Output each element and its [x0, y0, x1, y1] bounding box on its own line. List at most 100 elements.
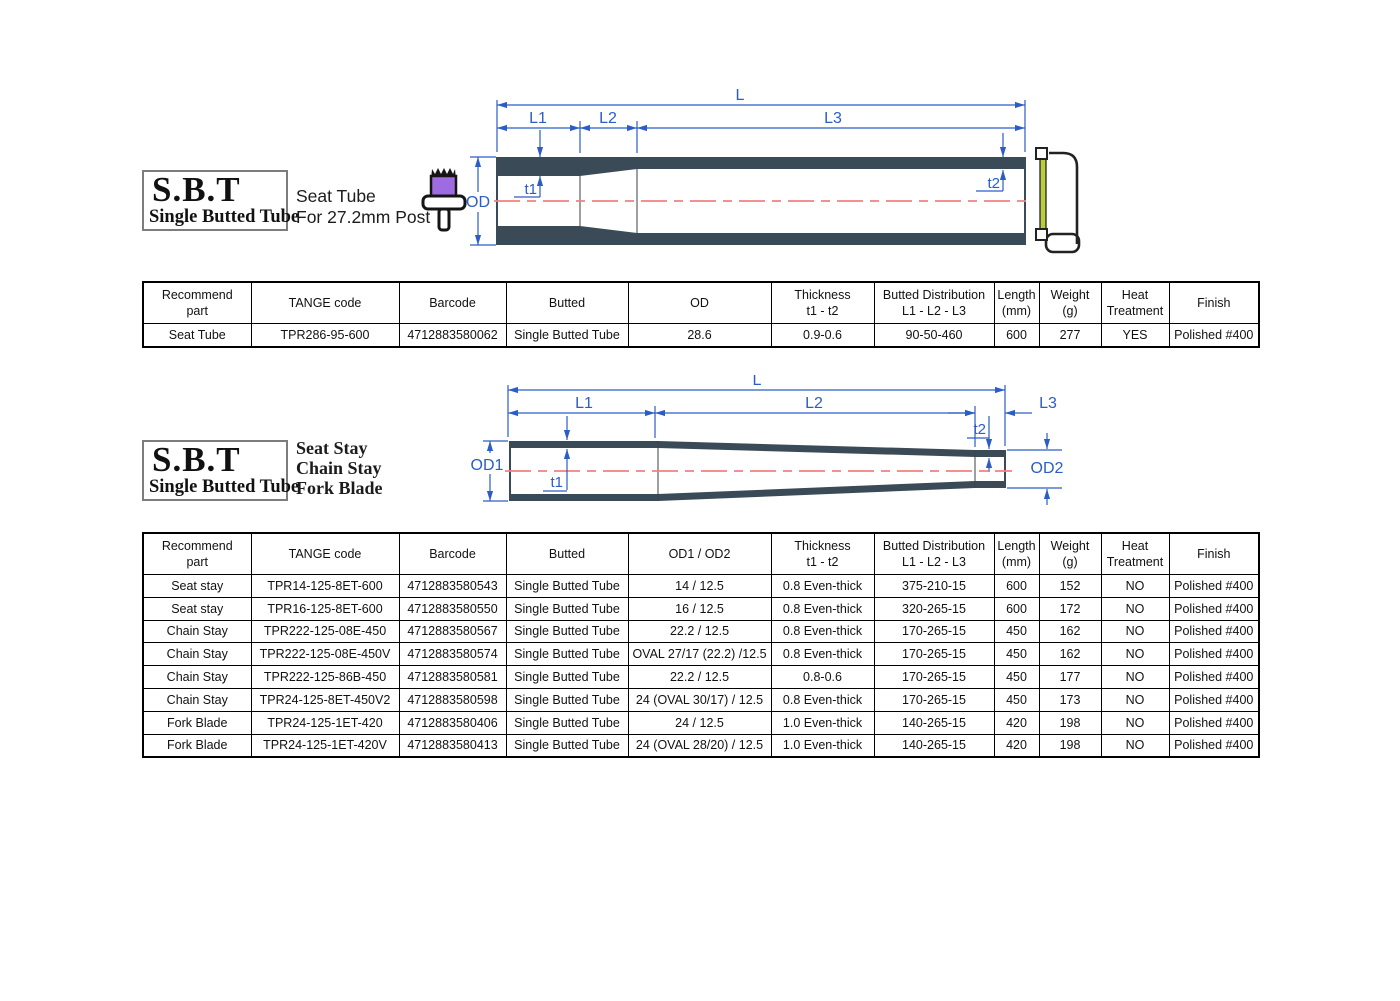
column-header: Length (mm) — [993, 281, 1040, 324]
table-row: Chain Stay TPR24-125-8ET-450V2 47128835805… — [142, 687, 1260, 712]
badge-subtitle: Single Butted Tube — [149, 477, 300, 497]
table-cell: Single Butted Tube — [505, 596, 629, 621]
table-cell: YES — [1100, 322, 1170, 348]
table-cell: 162 — [1038, 642, 1102, 667]
table-cell: Chain Stay — [142, 665, 252, 689]
table-cell: Fork Blade — [142, 710, 252, 735]
column-header: OD — [627, 281, 772, 324]
table-cell: 198 — [1038, 710, 1102, 735]
table-cell: Polished #400 — [1168, 642, 1260, 667]
sbt-badge-1: S.B.T Single Butted Tube — [142, 170, 300, 231]
table-cell: 600 — [993, 574, 1040, 598]
table-cell: TPR222-125-86B-450 — [250, 665, 400, 689]
dim-label-OD1: OD1 — [471, 457, 504, 474]
table-row: Chain Stay TPR222-125-08E-450V 47128835805… — [142, 642, 1260, 667]
column-header: Finish — [1168, 532, 1260, 575]
table-cell: 140-265-15 — [873, 733, 995, 758]
dim-label-L1: L1 — [529, 110, 547, 127]
table-cell: 170-265-15 — [873, 619, 995, 644]
dim-label-t2: t2 — [987, 175, 1000, 192]
table-cell: Chain Stay — [142, 687, 252, 712]
table-cell: 0.8 Even-thick — [770, 574, 875, 598]
dim-label-t1: t1 — [550, 474, 563, 491]
column-header: Thickness t1 - t2 — [770, 532, 875, 575]
table-cell: Seat stay — [142, 574, 252, 598]
table-cell: 4712883580581 — [398, 665, 507, 689]
table-cell: 375-210-15 — [873, 574, 995, 598]
table-cell: 277 — [1038, 322, 1102, 348]
table-cell: 0.8 Even-thick — [770, 642, 875, 667]
column-header: Recommend part — [142, 532, 252, 575]
table-cell: Single Butted Tube — [505, 322, 629, 348]
caption-line: Seat Tube — [296, 186, 376, 206]
table-cell: TPR222-125-08E-450 — [250, 619, 400, 644]
table-cell: 0.8-0.6 — [770, 665, 875, 689]
table-cell: 320-265-15 — [873, 596, 995, 621]
table-cell: 24 / 12.5 — [627, 710, 772, 735]
dimension-lines — [483, 385, 1062, 505]
dim-label-L1: L1 — [575, 395, 593, 412]
table-cell: Single Butted Tube — [505, 619, 629, 644]
table-cell: 152 — [1038, 574, 1102, 598]
table-cell: NO — [1100, 574, 1170, 598]
table-cell: 4712883580406 — [398, 710, 507, 735]
dim-label-L3: L3 — [1039, 395, 1057, 412]
table-cell: 420 — [993, 710, 1040, 735]
table-cell: 4712883580574 — [398, 642, 507, 667]
caption-line: Seat Stay — [296, 438, 368, 458]
table-cell: 600 — [993, 322, 1040, 348]
column-header: Butted Distribution L1 - L2 - L3 — [873, 281, 995, 324]
column-header: Thickness t1 - t2 — [770, 281, 875, 324]
table-cell: Seat Tube — [142, 322, 252, 348]
table-cell: Polished #400 — [1168, 574, 1260, 598]
table-row: Chain Stay TPR222-125-08E-450 471288358056… — [142, 619, 1260, 644]
table-cell: NO — [1100, 710, 1170, 735]
table-cell: Single Butted Tube — [505, 733, 629, 758]
table-cell: 4712883580413 — [398, 733, 507, 758]
caption-line: Fork Blade — [296, 478, 383, 498]
table-cell: 0.8 Even-thick — [770, 596, 875, 621]
table-cell: Polished #400 — [1168, 619, 1260, 644]
table-cell: 4712883580567 — [398, 619, 507, 644]
table-cell: 450 — [993, 642, 1040, 667]
dim-label-L: L — [736, 87, 745, 104]
table-cell: Polished #400 — [1168, 596, 1260, 621]
table-cell: OVAL 27/17 (22.2) /12.5 — [627, 642, 772, 667]
dimension-lines — [470, 100, 1026, 246]
caption-line: Chain Stay — [296, 458, 382, 478]
product-caption-seat-tube: Seat Tube For 27.2mm Post — [296, 186, 430, 228]
table-cell: NO — [1100, 733, 1170, 758]
column-header: Butted — [505, 281, 629, 324]
table-cell: Single Butted Tube — [505, 574, 629, 598]
dim-label-t1: t1 — [524, 181, 537, 198]
table-row: Seat stay TPR14-125-8ET-600 4712883580543 S… — [142, 574, 1260, 598]
table-cell: Single Butted Tube — [505, 687, 629, 712]
tube-body — [496, 157, 1026, 245]
stay-spec-table: Recommend part TANGE code Barcode Butted OD1 … — [142, 532, 1260, 759]
column-header: Length (mm) — [993, 532, 1040, 575]
column-header: Barcode — [398, 281, 507, 324]
table-cell: Polished #400 — [1168, 322, 1260, 348]
dim-label-L2: L2 — [599, 110, 617, 127]
badge-subtitle: Single Butted Tube — [149, 207, 300, 227]
badge-title: S.B.T — [152, 440, 241, 479]
seatpost-icon — [421, 168, 467, 232]
table-cell: 172 — [1038, 596, 1102, 621]
column-header: Finish — [1168, 281, 1260, 324]
table-cell: Chain Stay — [142, 619, 252, 644]
dim-label-L3: L3 — [824, 110, 842, 127]
table-cell: Polished #400 — [1168, 710, 1260, 735]
table-row: Chain Stay TPR222-125-86B-450 471288358058… — [142, 665, 1260, 689]
table-row: Seat Tube TPR286-95-600 4712883580062 Singl… — [142, 322, 1260, 348]
table-cell: 177 — [1038, 665, 1102, 689]
dim-label-L2: L2 — [805, 395, 823, 412]
table-cell: 4712883580598 — [398, 687, 507, 712]
table-cell: 16 / 12.5 — [627, 596, 772, 621]
table-cell: NO — [1100, 642, 1170, 667]
table-cell: 28.6 — [627, 322, 772, 348]
table-cell: TPR24-125-8ET-450V2 — [250, 687, 400, 712]
header-row: Recommend part TANGE code Barcode Butted OD Th… — [142, 281, 1260, 324]
dim-label-OD: OD — [466, 194, 490, 211]
table-row: Seat stay TPR16-125-8ET-600 4712883580550 S… — [142, 596, 1260, 621]
